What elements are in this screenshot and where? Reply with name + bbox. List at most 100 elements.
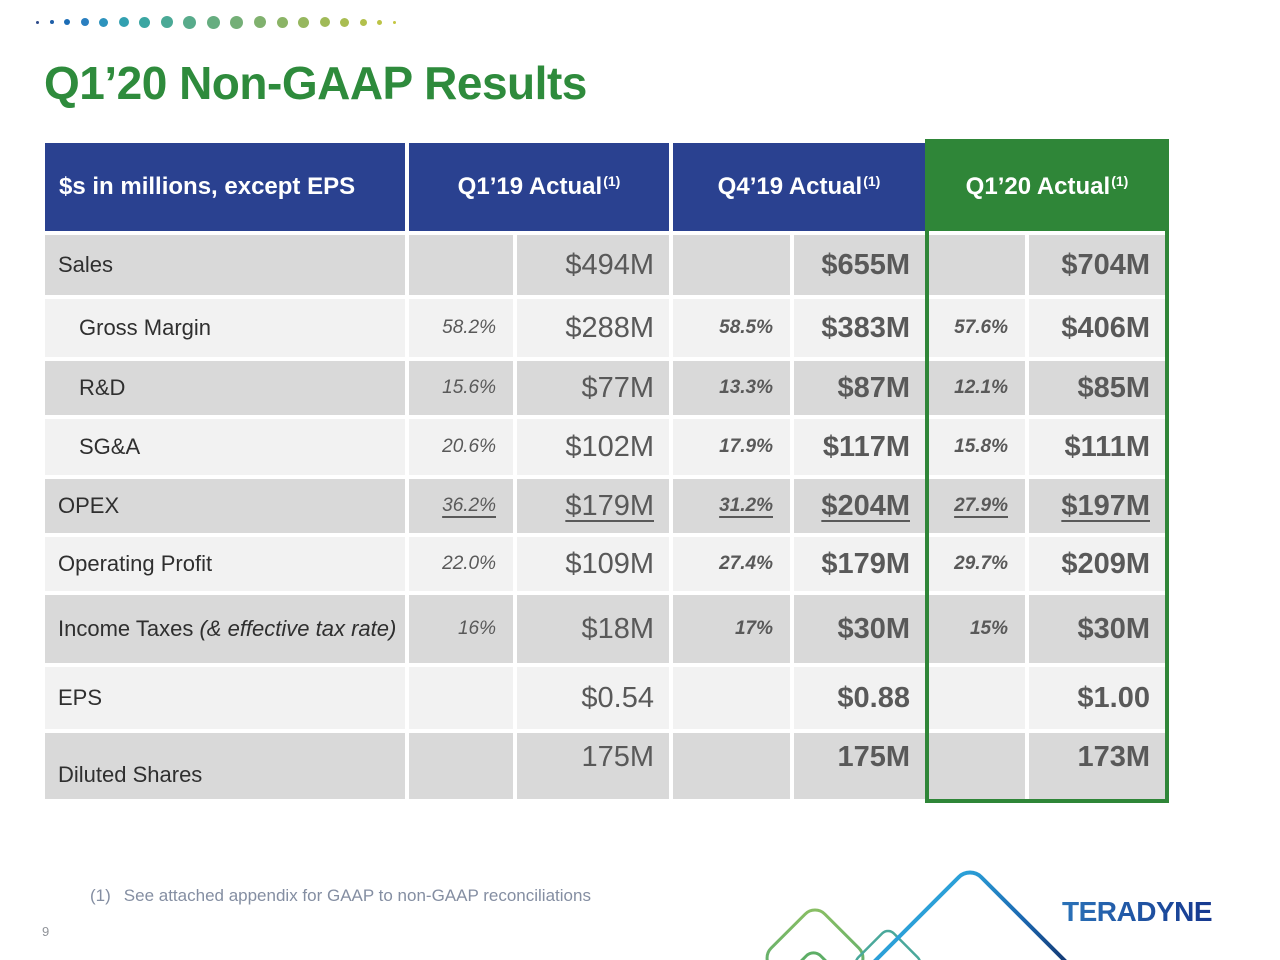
pct-cell: 36.2% <box>409 479 513 533</box>
value-cell: $85M <box>1029 361 1165 415</box>
value-cell: $30M <box>794 595 925 663</box>
row-label-text: EPS <box>58 685 103 711</box>
pct-cell: 16% <box>409 595 513 663</box>
dollar-value: $406M <box>1061 311 1150 344</box>
pct-value: 31.2% <box>719 495 773 516</box>
pct-cell <box>929 733 1025 799</box>
dot <box>80 18 89 26</box>
pct-cell: 58.5% <box>673 299 790 357</box>
row-label: Sales <box>45 235 405 295</box>
row-label: Operating Profit <box>45 537 405 591</box>
footnote-superscript: (1) <box>863 173 881 189</box>
dollar-value: $109M <box>565 547 654 580</box>
dot <box>392 20 396 24</box>
dots-decoration <box>36 13 396 31</box>
value-cell: $18M <box>517 595 669 663</box>
dollar-value: $117M <box>822 430 910 463</box>
value-cell: $87M <box>794 361 925 415</box>
value-cell: $0.54 <box>517 667 669 729</box>
pct-cell: 31.2% <box>673 479 790 533</box>
row-label-text: Gross Margin <box>79 315 212 341</box>
value-cell: 173M <box>1029 733 1165 799</box>
dollar-value: $288M <box>565 311 654 344</box>
value-cell: $1.00 <box>1029 667 1165 729</box>
row-label-text: SG&A <box>79 434 141 460</box>
dot <box>206 15 220 29</box>
dot <box>183 15 197 29</box>
column-header: Q1’19 Actual (1) <box>409 143 669 231</box>
pct-cell: 17.9% <box>673 419 790 475</box>
pct-value: 16% <box>457 618 496 639</box>
pct-cell <box>409 235 513 295</box>
pct-cell: 17% <box>673 595 790 663</box>
pct-cell <box>929 667 1025 729</box>
pct-cell <box>673 235 790 295</box>
column-header-text: Q4’19 Actual <box>717 173 863 200</box>
footnote-marker: (1) <box>90 886 111 905</box>
dollar-value: $30M <box>1077 612 1150 645</box>
dollar-value: $102M <box>565 430 654 463</box>
dot <box>276 16 288 28</box>
footnote-superscript: (1) <box>1111 173 1129 189</box>
row-label: R&D <box>45 361 405 415</box>
value-cell: $102M <box>517 419 669 475</box>
pct-cell: 13.3% <box>673 361 790 415</box>
pct-value: 58.5% <box>719 317 773 338</box>
pct-value: 27.4% <box>719 553 773 574</box>
pct-cell <box>929 235 1025 295</box>
dollar-value: 173M <box>1077 741 1150 773</box>
value-cell: $204M <box>794 479 925 533</box>
dollar-value: $111M <box>1064 430 1150 463</box>
row-label-text: Income Taxes <box>58 616 194 642</box>
dot <box>377 19 383 25</box>
pct-cell <box>409 733 513 799</box>
pct-value: 36.2% <box>442 495 496 516</box>
dollar-value: $179M <box>565 489 654 522</box>
dollar-value: $209M <box>1061 547 1150 580</box>
row-label: Income Taxes (& effective tax rate) <box>45 595 405 663</box>
table-header-label: $s in millions, except EPS <box>45 143 405 231</box>
footnote-superscript: (1) <box>603 173 621 189</box>
dollar-value: $1.00 <box>1077 681 1150 714</box>
dollar-value: $655M <box>821 248 910 281</box>
dollar-value: $383M <box>821 311 910 344</box>
pct-cell: 22.0% <box>409 537 513 591</box>
pct-cell: 15.6% <box>409 361 513 415</box>
value-cell: $704M <box>1029 235 1165 295</box>
pct-value: 29.7% <box>954 553 1008 574</box>
pct-value: 20.6% <box>442 436 496 457</box>
dollar-value: $704M <box>1061 248 1150 281</box>
header-label-text: $s in millions, except EPS <box>59 173 356 200</box>
value-cell: $30M <box>1029 595 1165 663</box>
footnote-text: See attached appendix for GAAP to non-GA… <box>123 886 591 905</box>
teal-diamond-outline <box>854 929 922 960</box>
pct-cell: 27.4% <box>673 537 790 591</box>
value-cell: $109M <box>517 537 669 591</box>
pct-cell: 15.8% <box>929 419 1025 475</box>
row-label: OPEX <box>45 479 405 533</box>
row-label-suffix: (& effective tax rate) <box>193 616 397 642</box>
dollar-value: $197M <box>1061 489 1150 522</box>
pct-cell: 57.6% <box>929 299 1025 357</box>
dot <box>230 15 244 29</box>
row-label-text: Sales <box>58 252 114 278</box>
value-cell: $0.88 <box>794 667 925 729</box>
pct-cell: 58.2% <box>409 299 513 357</box>
pct-value: 22.0% <box>442 553 496 574</box>
column-header-text: Q1’20 Actual <box>965 173 1111 200</box>
results-table: $s in millions, except EPS Q1’19 Actual (1… <box>45 139 1169 803</box>
small-green-diamond-outline <box>784 951 843 960</box>
value-cell: $383M <box>794 299 925 357</box>
footnote: (1) See attached appendix for GAAP to no… <box>90 886 591 906</box>
dot <box>36 20 39 24</box>
pct-value: 17% <box>734 618 773 639</box>
mountain-peaks-graphic <box>765 870 1072 960</box>
pct-cell: 29.7% <box>929 537 1025 591</box>
pct-value: 27.9% <box>954 495 1008 516</box>
dollar-value: $77M <box>581 371 654 404</box>
pct-value: 58.2% <box>442 317 496 338</box>
value-cell: 175M <box>794 733 925 799</box>
dollar-value: $30M <box>837 612 910 645</box>
pct-cell: 27.9% <box>929 479 1025 533</box>
